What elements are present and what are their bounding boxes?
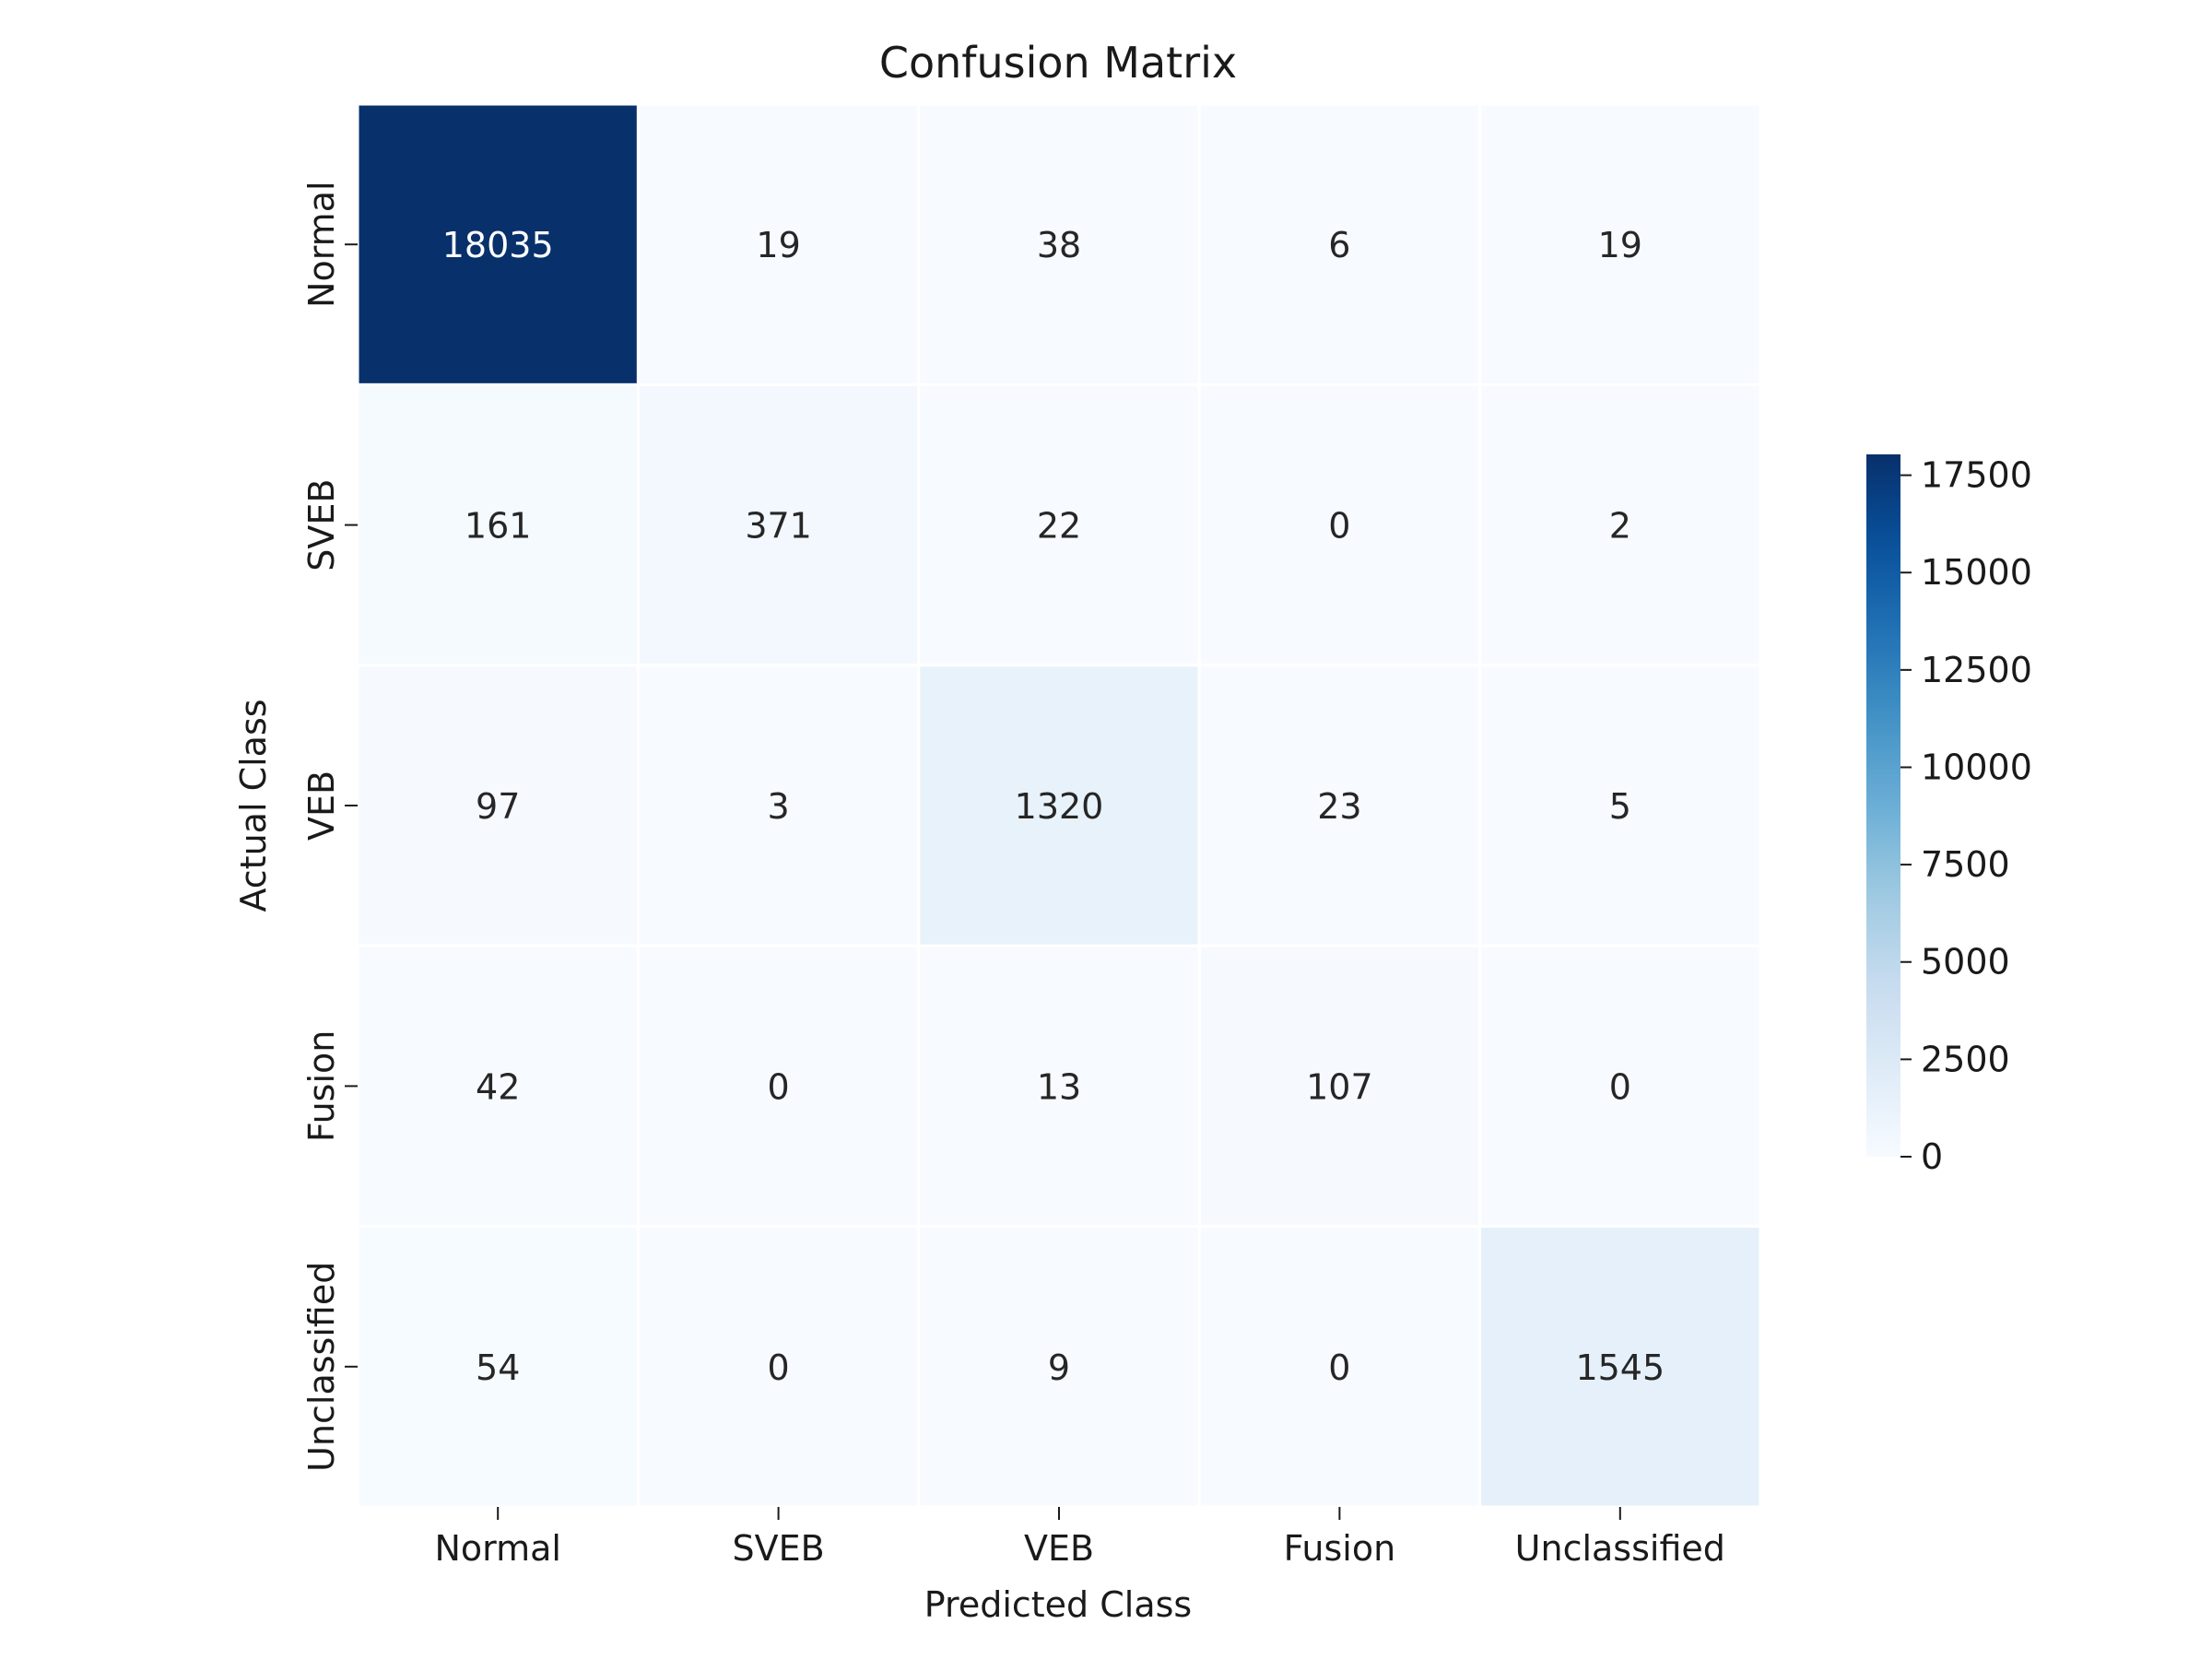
colorbar-tick-label-7: 17500 xyxy=(1921,455,2032,496)
y-tick-label-2: VEB xyxy=(301,771,342,841)
heatmap-cell-2-4 xyxy=(1478,664,1762,947)
y-axis: Normal SVEB VEB Fusion Unclassified xyxy=(301,181,358,1472)
heatmap-cell-2-2 xyxy=(917,664,1201,947)
heatmap-cell-0-2 xyxy=(917,102,1201,386)
cell-value-2-1: 3 xyxy=(768,786,790,827)
colorbar-tick-label-3: 7500 xyxy=(1921,844,2010,885)
cell-value-2-3: 23 xyxy=(1317,786,1361,827)
y-axis-label: Actual Class xyxy=(233,699,274,912)
heatmap-cell-4-4 xyxy=(1478,1225,1762,1509)
heatmap-cell-3-3 xyxy=(1197,944,1482,1229)
colorbar-gradient xyxy=(1866,454,1900,1157)
heatmap-cell-4-0 xyxy=(356,1225,640,1509)
heatmap-cell-0-4 xyxy=(1478,102,1762,386)
colorbar-tick-label-5: 12500 xyxy=(1921,650,2032,690)
colorbar-tick-label-2: 5000 xyxy=(1921,942,2010,982)
cell-value-1-0: 161 xyxy=(465,506,532,547)
heatmap-cell-1-2 xyxy=(917,382,1201,667)
cell-value-4-3: 0 xyxy=(1328,1347,1350,1388)
x-tick-label-3: Fusion xyxy=(1284,1528,1396,1569)
chart-title: Confusion Matrix xyxy=(879,38,1237,88)
heatmap-cell-4-1 xyxy=(636,1225,921,1509)
heatmap-cell-3-1 xyxy=(636,944,921,1229)
heatmap-cell-labels: 18035 19 38 6 19 161 371 22 0 2 97 3 1320 23 5 42 0 13 107… xyxy=(442,225,1665,1388)
cell-value-2-0: 97 xyxy=(476,786,520,827)
x-tick-label-2: VEB xyxy=(1024,1528,1094,1569)
heatmap-cell-1-4 xyxy=(1478,382,1762,667)
cell-value-3-2: 13 xyxy=(1037,1066,1081,1107)
y-tick-label-3: Fusion xyxy=(301,1030,342,1143)
heatmap-cells xyxy=(356,102,1762,1509)
y-tick-label-4: Unclassified xyxy=(301,1262,342,1472)
cell-value-4-0: 54 xyxy=(476,1347,520,1388)
x-tick-label-0: Normal xyxy=(434,1528,561,1569)
heatmap-cell-2-3 xyxy=(1197,664,1482,947)
cell-value-0-1: 19 xyxy=(756,225,800,265)
heatmap-cell-3-2 xyxy=(917,944,1201,1229)
cell-value-3-0: 42 xyxy=(476,1066,520,1107)
heatmap-cell-1-0 xyxy=(356,382,640,667)
cell-value-1-3: 0 xyxy=(1328,506,1350,547)
cell-value-1-2: 22 xyxy=(1037,506,1081,547)
colorbar-tick-label-4: 10000 xyxy=(1921,747,2032,787)
x-tick-label-4: Unclassified xyxy=(1515,1528,1725,1569)
y-tick-label-0: Normal xyxy=(301,181,342,308)
cell-value-0-3: 6 xyxy=(1328,225,1350,265)
cell-value-0-2: 38 xyxy=(1037,225,1081,265)
cell-value-0-0: 18035 xyxy=(442,225,554,265)
colorbar: 0 2500 5000 7500 10000 12500 15000 17500 xyxy=(1866,454,2032,1177)
cell-value-4-2: 9 xyxy=(1048,1347,1070,1388)
colorbar-tick-label-0: 0 xyxy=(1921,1136,1943,1177)
x-tick-label-1: SVEB xyxy=(732,1528,824,1569)
colorbar-tick-label-6: 15000 xyxy=(1921,552,2032,593)
heatmap-cell-3-4 xyxy=(1478,944,1762,1229)
cell-value-1-1: 371 xyxy=(745,506,812,547)
cell-value-3-4: 0 xyxy=(1609,1066,1631,1107)
heatmap-cell-2-1 xyxy=(636,664,921,947)
cell-value-3-1: 0 xyxy=(768,1066,790,1107)
x-axis: Normal SVEB VEB Fusion Unclassified xyxy=(434,1507,1725,1569)
cell-value-4-4: 1545 xyxy=(1575,1347,1665,1388)
heatmap-cell-0-3 xyxy=(1197,102,1482,386)
cell-value-2-2: 1320 xyxy=(1015,786,1104,827)
cell-value-2-4: 5 xyxy=(1609,786,1631,827)
cell-value-1-4: 2 xyxy=(1609,506,1631,547)
heatmap-cell-4-2 xyxy=(917,1225,1201,1509)
heatmap-cell-0-1 xyxy=(636,102,921,386)
heatmap-cell-0-0 xyxy=(356,102,640,386)
cell-value-3-3: 107 xyxy=(1306,1066,1373,1107)
cell-value-4-1: 0 xyxy=(768,1347,790,1388)
cell-value-0-4: 19 xyxy=(1598,225,1642,265)
x-axis-label: Predicted Class xyxy=(924,1584,1192,1625)
y-tick-label-1: SVEB xyxy=(301,478,342,571)
colorbar-tick-label-1: 2500 xyxy=(1921,1039,2010,1079)
